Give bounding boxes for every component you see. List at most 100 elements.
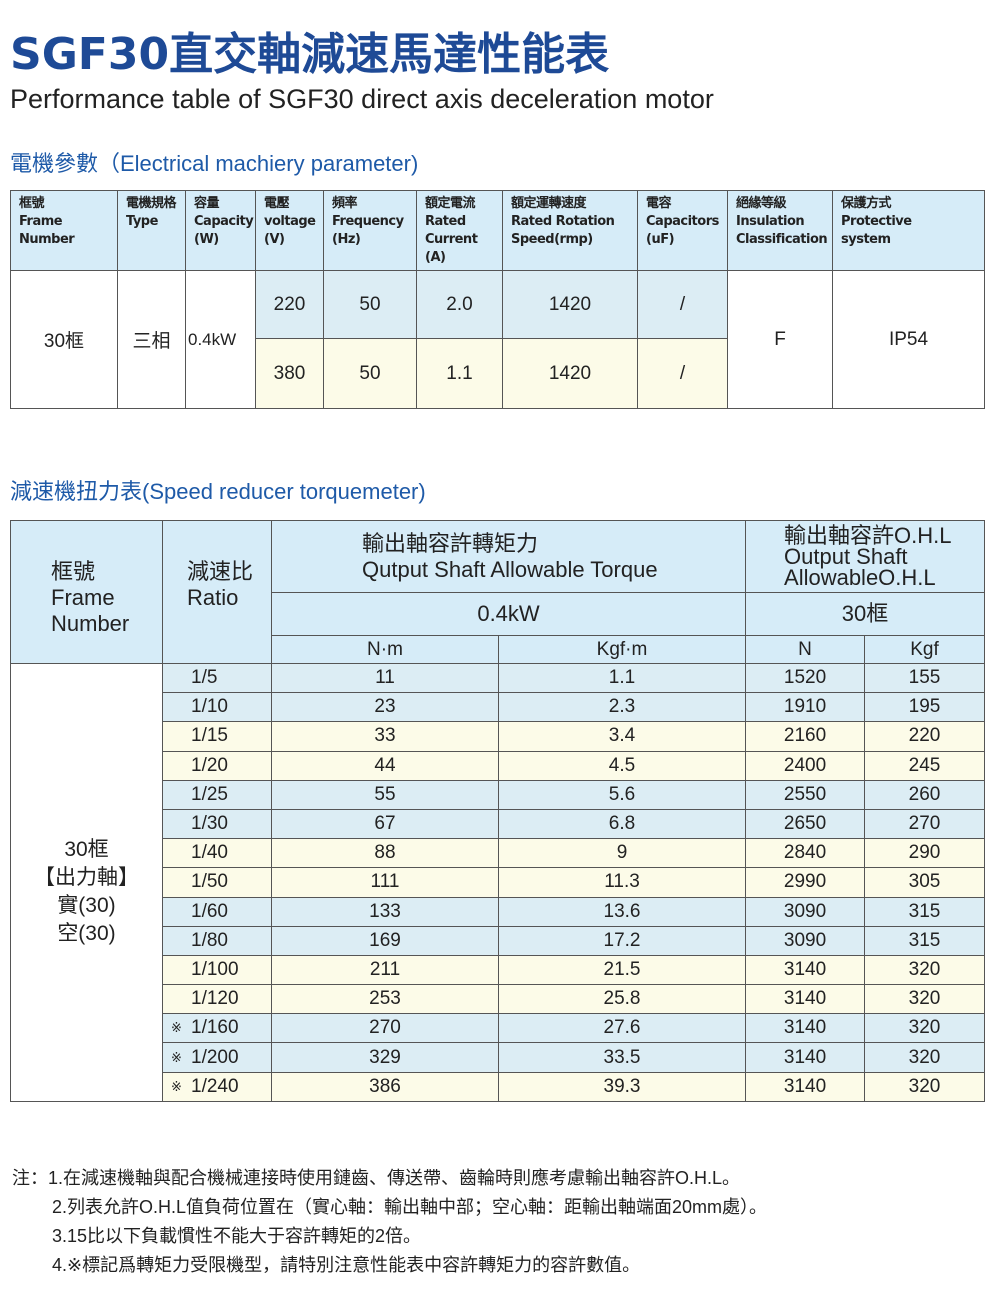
- ratio-cell: 1/80: [162, 925, 272, 956]
- nm-cell: 23: [271, 692, 499, 723]
- unit-n: N: [745, 635, 866, 664]
- kgf-cell: 155: [864, 662, 986, 694]
- ratio-value: 1/25: [191, 783, 228, 805]
- kgf-cell: 195: [864, 692, 986, 723]
- kgf-cell: 320: [864, 954, 986, 986]
- ratio-value: 1/40: [191, 842, 228, 864]
- electrical-header-cell: 頻率 Frequency (Hz): [323, 190, 417, 271]
- ratio-cell: 1/120: [162, 984, 272, 1015]
- header-line: Insulation: [736, 214, 805, 229]
- torque-row: 1/100 211 21.5 3140 320: [11, 954, 986, 986]
- ratio-cell: 1/40: [162, 838, 272, 869]
- header-line: Current: [425, 232, 478, 247]
- ratio-value: 1/50: [191, 871, 228, 893]
- kgfm-cell: 25.8: [497, 984, 747, 1015]
- n-cell: 2400: [745, 750, 866, 781]
- kgfm-cell: 11.3: [497, 867, 747, 898]
- n-cell: 2550: [745, 779, 866, 810]
- torque-row: 1/60 133 13.6 3090 315: [11, 896, 986, 927]
- nm-cell: 133: [271, 896, 499, 927]
- kgfm-cell: 2.3: [497, 692, 747, 723]
- n-cell: 1520: [745, 662, 866, 694]
- n-cell: 3140: [745, 1071, 866, 1102]
- frame-header-en: Frame: [51, 585, 115, 610]
- ratio-cell: 1/25: [162, 779, 272, 810]
- ratio-cell: ※ 1/160: [162, 1013, 272, 1044]
- ratio-value: 1/20: [191, 754, 228, 776]
- torque-row: 1/25 55 5.6 2550 260: [11, 779, 986, 810]
- nm-cell: 11: [271, 662, 499, 694]
- torque-row: 1/20 44 4.5 2400 245: [11, 750, 986, 781]
- notes: 注：1.在減速機軸與配合機械連接時使用鏈齒、傳送帶、齒輪時則應考慮輸出軸容許O.…: [12, 1164, 767, 1280]
- frame-label-line: 實(30): [57, 894, 116, 918]
- header-line: 絕緣等級: [736, 196, 787, 211]
- n-cell: 3090: [745, 925, 866, 956]
- header-line: Frame: [19, 214, 63, 229]
- ratio-value: 1/200: [191, 1046, 239, 1068]
- frame-cell: 30框: [10, 270, 118, 409]
- header-line: Capacity: [194, 214, 254, 229]
- ohl-header: 輸出軸容許O.H.L Output Shaft AllowableO.H.L: [745, 520, 986, 593]
- header-line: Capacitors: [646, 214, 719, 229]
- page-title: SGF30直交軸減速馬達性能表: [10, 29, 610, 80]
- header-line: Frequency: [332, 214, 404, 229]
- ratio-cell: 1/20: [162, 750, 272, 781]
- speed-cell: 1420: [502, 270, 638, 339]
- reducer-heading: 減速機扭力表(Speed reducer torquemeter): [10, 479, 426, 504]
- kgf-cell: 220: [864, 721, 986, 752]
- nm-cell: 253: [271, 984, 499, 1015]
- ratio-cell: 1/15: [162, 721, 272, 752]
- note-3: 3.15比以下負載慣性不能大于容許轉矩的2倍。: [52, 1226, 422, 1246]
- ohl-header-en2: AllowableO.H.L: [784, 565, 936, 590]
- header-line: 保護方式: [841, 196, 892, 211]
- ratio-cell: 1/5: [162, 662, 272, 694]
- kgf-cell: 270: [864, 808, 986, 840]
- header-line: system: [841, 232, 891, 247]
- unit-nm: N·m: [271, 635, 499, 664]
- n-cell: 2650: [745, 808, 866, 840]
- frame-label-cell: 30框 【出力軸】 實(30) 空(30): [10, 663, 163, 1102]
- header-line: voltage: [264, 214, 316, 229]
- kgf-cell: 320: [864, 1013, 986, 1044]
- voltage-cell: 380: [255, 338, 324, 409]
- torque-row: 1/30 67 6.8 2650 270: [11, 808, 986, 840]
- insulation-cell: F: [727, 270, 833, 409]
- units-row: N·m Kgf·m N Kgf: [11, 635, 986, 664]
- kgfm-cell: 33.5: [497, 1042, 747, 1073]
- frame-label-line: 30框: [64, 838, 109, 862]
- limited-mark: ※: [171, 1020, 182, 1036]
- electrical-header-cell: 框號 Frame Number: [10, 190, 118, 271]
- frequency-cell: 50: [323, 338, 417, 409]
- capacitor-cell: /: [637, 338, 728, 409]
- header-line: 頻率: [332, 196, 358, 211]
- kgfm-cell: 5.6: [497, 779, 747, 810]
- header-line: Classification: [736, 232, 828, 247]
- n-cell: 2990: [745, 867, 866, 898]
- current-cell: 2.0: [416, 270, 503, 339]
- header-line: (V): [264, 232, 285, 247]
- torque-row: ※ 1/200 329 33.5 3140 320: [11, 1042, 986, 1073]
- header-line: 電壓: [264, 196, 290, 211]
- torque-header-row: 框號 Frame Number 減速比 Ratio 輸出軸容許轉矩力 Qutpu…: [10, 520, 986, 664]
- electrical-header-cell: 額定運轉速度 Rated Rotation Speed(rmp): [502, 190, 638, 271]
- kgf-cell: 320: [864, 1071, 986, 1102]
- nm-cell: 44: [271, 750, 499, 781]
- ratio-cell: ※ 1/200: [162, 1042, 272, 1073]
- frame-label-line: 空(30): [57, 922, 116, 946]
- header-line: 額定電流: [425, 196, 476, 211]
- ratio-value: 1/60: [191, 900, 228, 922]
- ratio-value: 1/10: [191, 696, 228, 718]
- nm-cell: 55: [271, 779, 499, 810]
- electrical-header-cell: 容量 Capacity (W): [185, 190, 256, 271]
- nm-cell: 88: [271, 838, 499, 869]
- torque-table: 框號 Frame Number 減速比 Ratio 輸出軸容許轉矩力 Qutpu…: [10, 520, 986, 1102]
- ratio-value: 1/5: [191, 667, 218, 689]
- kgfm-cell: 13.6: [497, 896, 747, 927]
- ratio-value: 1/80: [191, 929, 228, 951]
- ratio-value: 1/15: [191, 725, 228, 747]
- kgf-cell: 320: [864, 1042, 986, 1073]
- nm-cell: 67: [271, 808, 499, 840]
- n-cell: 3140: [745, 1013, 866, 1044]
- electrical-parameter-table: 框號 Frame Number 電機規格 Type 容量 Capacity (W) 電壓 volt…: [10, 190, 985, 409]
- frame-header: 框號 Frame Number: [10, 520, 163, 664]
